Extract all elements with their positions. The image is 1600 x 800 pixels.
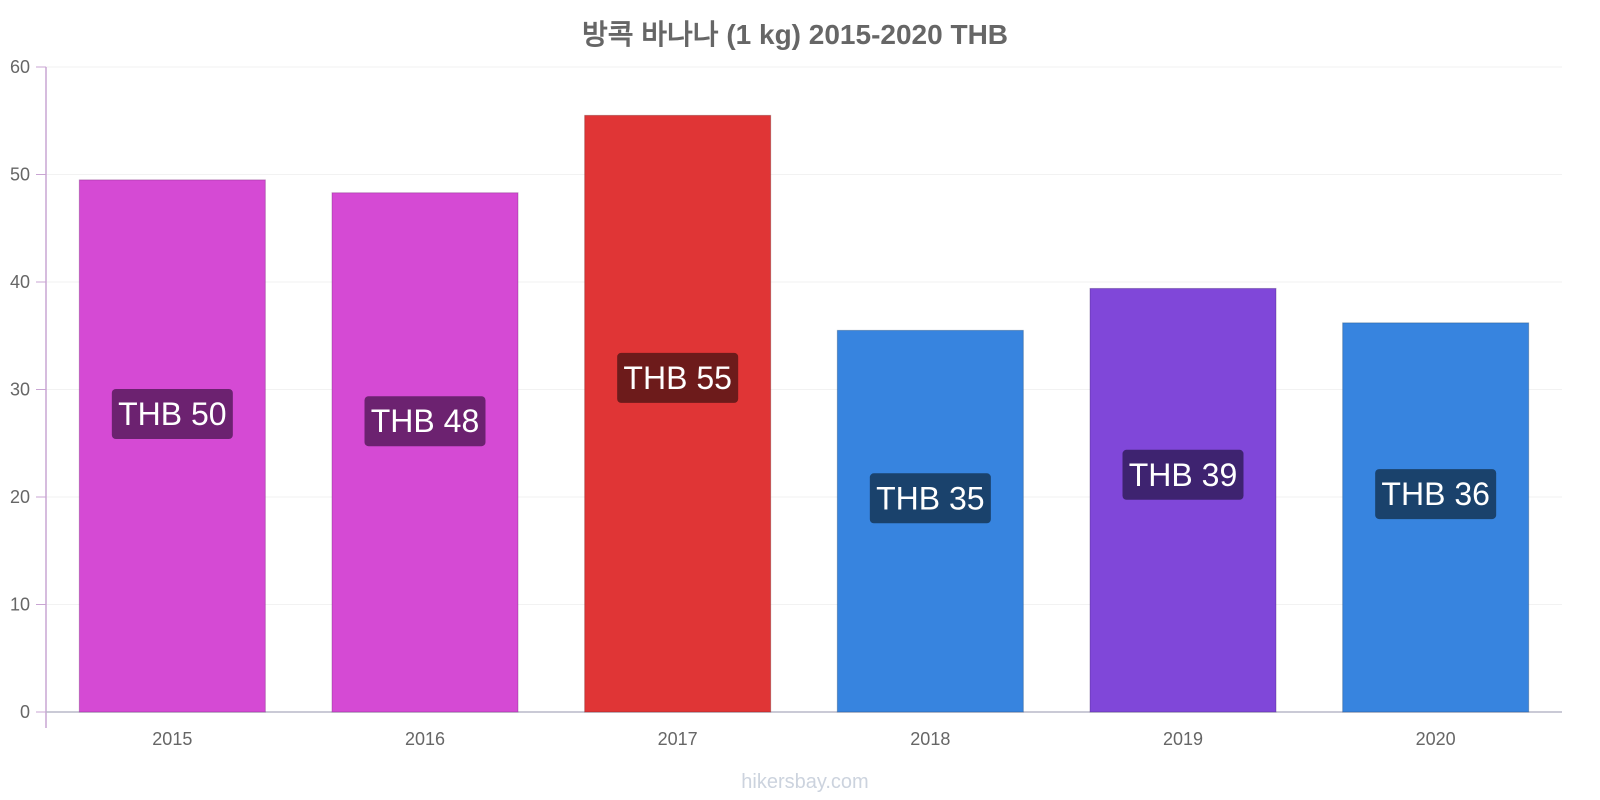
data-label: THB 35 bbox=[876, 480, 984, 516]
y-tick-label: 50 bbox=[10, 165, 30, 185]
bar-2017 bbox=[584, 114, 772, 713]
data-label-box bbox=[111, 389, 233, 440]
x-tick-label: 2017 bbox=[658, 729, 698, 749]
y-tick-label: 10 bbox=[10, 595, 30, 615]
y-tick-label: 60 bbox=[10, 57, 30, 77]
data-label-box bbox=[869, 473, 991, 524]
x-tick-label: 2015 bbox=[152, 729, 192, 749]
y-tick-label: 20 bbox=[10, 487, 30, 507]
data-label: THB 39 bbox=[1129, 457, 1237, 493]
x-tick-label: 2018 bbox=[910, 729, 950, 749]
data-labels: THB 50 THB 48 THB 55 THB 35 THB 39 THB 36 bbox=[111, 352, 1497, 524]
gridlines bbox=[46, 66, 1562, 605]
data-label: THB 55 bbox=[623, 360, 731, 396]
data-label: THB 50 bbox=[118, 396, 226, 432]
data-label-box bbox=[617, 352, 739, 403]
bar-2015 bbox=[78, 179, 266, 713]
y-tick-label: 0 bbox=[20, 702, 30, 722]
x-tick-label: 2016 bbox=[405, 729, 445, 749]
data-label-box bbox=[1375, 469, 1497, 520]
y-tick-label: 40 bbox=[10, 272, 30, 292]
bar-2019 bbox=[1089, 287, 1277, 713]
bar-2016 bbox=[331, 192, 519, 713]
chart-title: 방콕 바나나 (1 kg) 2015-2020 THB bbox=[582, 19, 1008, 50]
data-label: THB 48 bbox=[371, 403, 479, 439]
x-tick-label: 2019 bbox=[1163, 729, 1203, 749]
y-tick-label: 30 bbox=[10, 380, 30, 400]
data-label-box bbox=[364, 396, 486, 447]
x-tick-label: 2020 bbox=[1416, 729, 1456, 749]
data-label: THB 36 bbox=[1381, 476, 1489, 512]
watermark[interactable]: hikersbay.com bbox=[741, 771, 868, 793]
axes: 0 10 20 30 40 50 60 2015 2016 2017 2018 2019 2020 bbox=[10, 57, 1562, 749]
bars bbox=[78, 114, 1530, 713]
data-label-box bbox=[1122, 449, 1244, 500]
